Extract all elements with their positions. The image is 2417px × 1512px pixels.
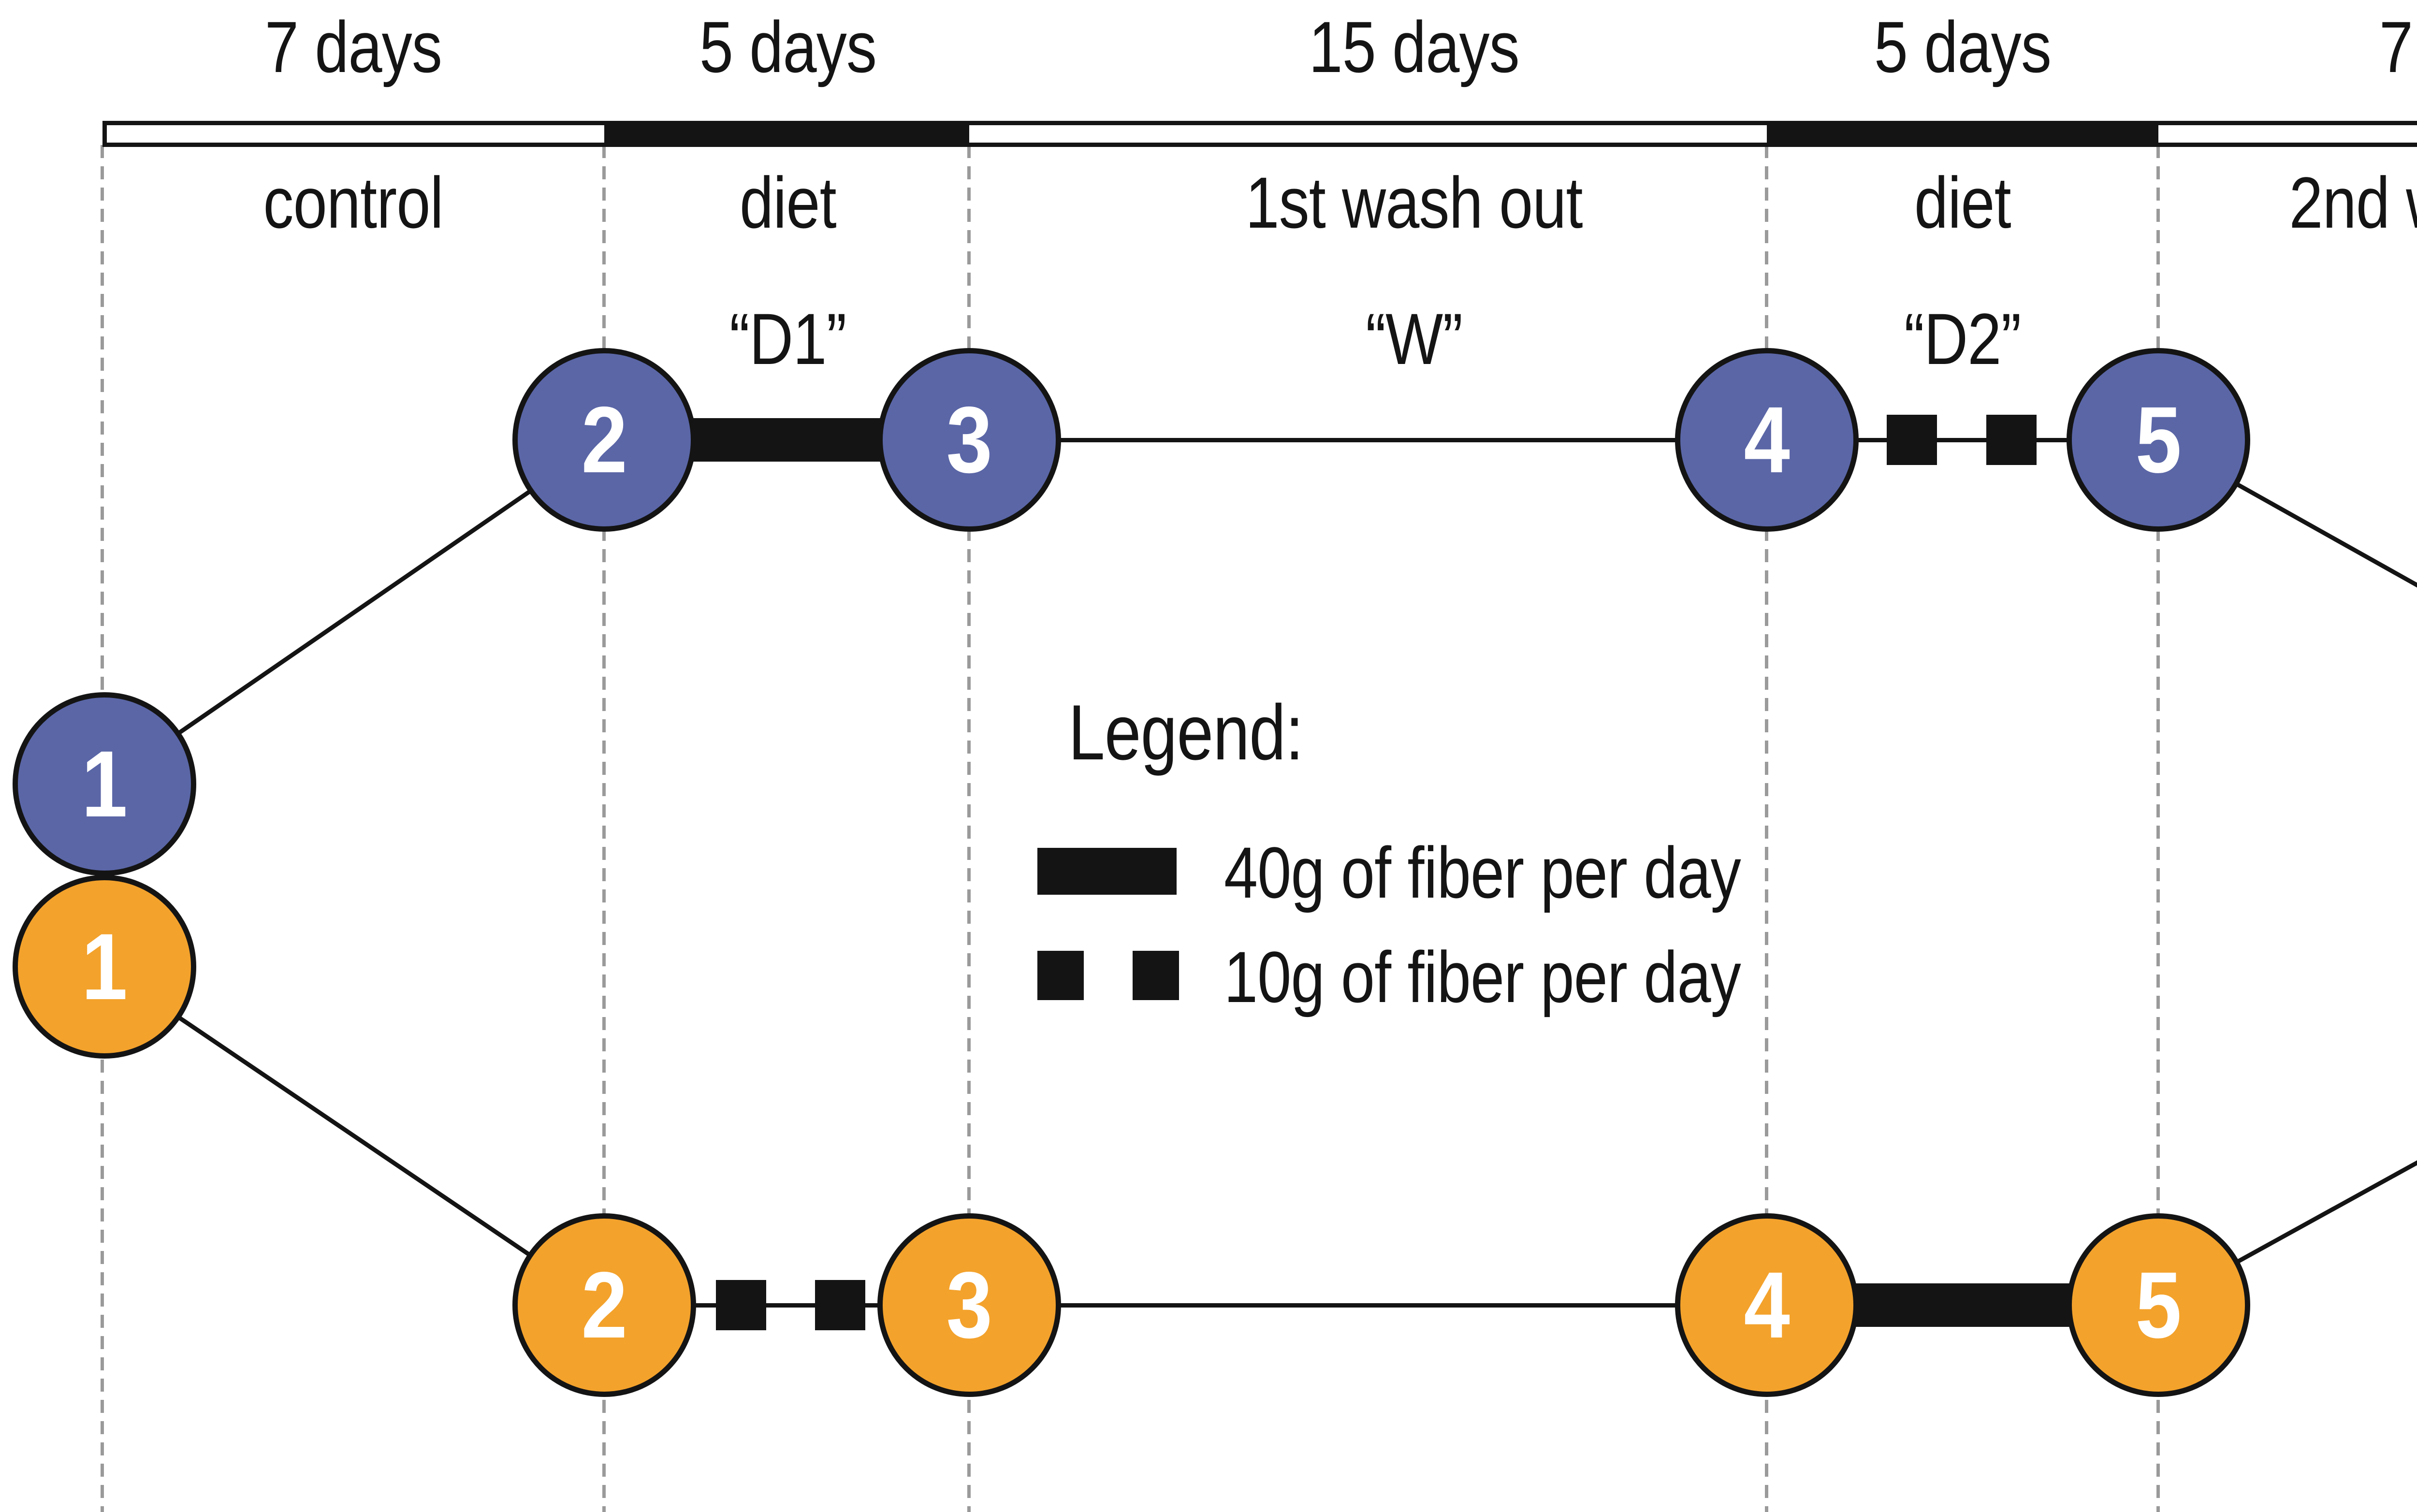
phase-label-control: control <box>263 162 444 243</box>
gridline-point-3 <box>967 145 971 1512</box>
code-label-d2: “D2” <box>1904 298 2021 379</box>
legend-title: Legend: <box>1068 689 1304 776</box>
gridline-point-5 <box>2156 145 2160 1512</box>
node-bottom-5: 5 <box>2067 1213 2250 1397</box>
node-bottom-3: 3 <box>877 1213 1061 1397</box>
edge-bottom-2-3 <box>604 1303 969 1308</box>
edge-bottom-2-3-square-10g-b <box>815 1280 865 1330</box>
node-top-1: 1 <box>13 692 196 876</box>
legend-square-swatch-a <box>1037 951 1084 1000</box>
node-bottom-1: 1 <box>13 875 196 1059</box>
edge-top-4-5-square-10g-a <box>1887 415 1937 465</box>
duration-label-washout1: 15 days <box>1309 6 1519 87</box>
timeline-diet1-segment <box>604 121 969 147</box>
node-top-3: 3 <box>877 348 1061 532</box>
duration-label-washout2: 7 days <box>2379 6 2417 87</box>
timeline-bar <box>102 121 2417 147</box>
node-top-4: 4 <box>1675 348 1859 532</box>
legend-item-10g-label: 10g of fiber per day <box>1224 936 1741 1018</box>
duration-label-diet2: 5 days <box>1874 6 2052 87</box>
node-top-5: 5 <box>2067 348 2250 532</box>
phase-label-diet2: diet <box>1914 162 2011 243</box>
duration-label-control: 7 days <box>264 6 442 87</box>
legend-square-swatch-b <box>1133 951 1179 1000</box>
edge-top-4-5 <box>1767 438 2158 442</box>
node-bottom-2: 2 <box>512 1213 696 1397</box>
node-top-2: 2 <box>512 348 696 532</box>
phase-label-washout2: 2nd wash out <box>2289 162 2417 243</box>
legend-item-40g-label: 40g of fiber per day <box>1224 832 1741 913</box>
edge-bottom-3-4 <box>969 1303 1767 1308</box>
edge-top-4-5-square-10g-b <box>1986 415 2037 465</box>
phase-label-diet1: diet <box>740 162 837 243</box>
edge-bottom-2-3-square-10g-a <box>716 1280 766 1330</box>
node-bottom-4: 4 <box>1675 1213 1859 1397</box>
duration-label-diet1: 5 days <box>699 6 877 87</box>
phase-label-washout1: 1st wash out <box>1245 162 1583 243</box>
legend-thick-bar-swatch <box>1037 848 1177 895</box>
code-label-d1: “D1” <box>729 298 846 379</box>
gridline-point-2 <box>602 145 606 1512</box>
gridline-point-4 <box>1765 145 1768 1512</box>
code-label-w: “W” <box>1365 298 1463 379</box>
edge-top-3-4 <box>969 438 1767 442</box>
timeline-diet2-segment <box>1767 121 2158 147</box>
